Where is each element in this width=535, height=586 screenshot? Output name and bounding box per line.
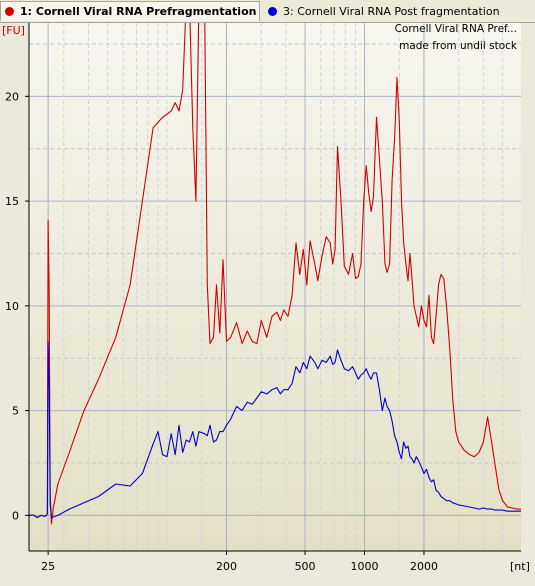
series-line-post-fragmentation [29, 340, 521, 519]
x-tick-label: 500 [295, 560, 316, 573]
annotation-line-1: Cornell Viral RNA Pref... [395, 23, 517, 35]
x-axis-unit-label: [nt] [510, 560, 530, 573]
x-tick-label: 1000 [351, 560, 379, 573]
tab-label: 1: Cornell Viral RNA Prefragmentation [20, 5, 257, 18]
x-tick-label: 2000 [410, 560, 438, 573]
trace-layer [29, 23, 521, 525]
tab-post-fragmentation[interactable]: 3: Cornell Viral RNA Post fragmentation [262, 1, 535, 21]
y-axis-unit-label: [FU] [2, 24, 25, 37]
y-tick-label: 20 [5, 90, 19, 103]
x-axis: 25 200 500 1000 2000 [41, 551, 438, 573]
plot-area [29, 23, 521, 551]
blue-dot-icon [268, 6, 277, 16]
gridlines [29, 23, 521, 551]
x-tick-label: 25 [41, 560, 55, 573]
tab-label: 3: Cornell Viral RNA Post fragmentation [283, 4, 500, 18]
y-tick-label: 0 [12, 509, 19, 522]
annotation-line-2: made from undil stock [399, 40, 518, 52]
tab-prefragmentation[interactable]: 1: Cornell Viral RNA Prefragmentation [0, 1, 260, 21]
y-axis: 0 5 10 15 20 [5, 90, 29, 522]
y-tick-label: 10 [5, 300, 19, 313]
trace-tabs: 1: Cornell Viral RNA Prefragmentation 3:… [0, 0, 535, 23]
y-tick-label: 15 [5, 195, 19, 208]
red-dot-icon [5, 7, 14, 16]
series-line-prefragmentation [29, 23, 521, 525]
x-tick-label: 200 [216, 560, 237, 573]
y-tick-label: 5 [12, 405, 19, 418]
